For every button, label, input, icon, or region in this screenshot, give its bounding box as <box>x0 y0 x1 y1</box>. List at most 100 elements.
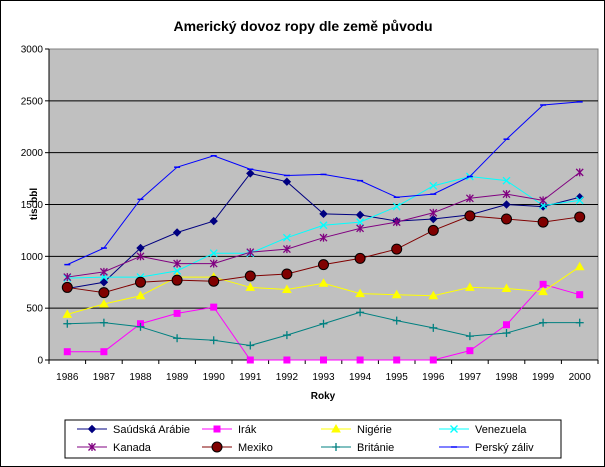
data-point <box>356 218 365 227</box>
data-point <box>282 177 292 186</box>
data-point <box>502 190 511 199</box>
x-tick-label: 1995 <box>386 372 409 383</box>
data-point <box>282 284 292 294</box>
data-point <box>98 287 110 299</box>
data-point <box>62 309 73 318</box>
data-point <box>318 278 329 287</box>
data-point <box>173 309 181 317</box>
x-tick-label: 1996 <box>422 372 445 383</box>
data-point <box>392 218 401 227</box>
legend-item: Irák <box>202 424 257 436</box>
x-tick-label: 1994 <box>349 372 372 383</box>
legend-label: Perský záliv <box>475 442 534 454</box>
data-point <box>136 322 145 331</box>
data-point <box>172 228 182 237</box>
data-point <box>355 288 365 298</box>
data-point <box>502 200 511 209</box>
data-point <box>429 208 438 217</box>
data-point <box>209 249 218 258</box>
data-point <box>136 243 145 253</box>
data-point <box>576 291 584 299</box>
x-axis-label: Roky <box>311 391 336 402</box>
legend-item: Perský záliv <box>439 442 534 454</box>
legend-label: Irák <box>238 424 257 436</box>
data-point <box>574 211 586 223</box>
data-point <box>465 194 474 203</box>
legend-label: Británie <box>357 442 394 454</box>
y-tick-label: 1500 <box>21 200 44 211</box>
data-point <box>538 286 548 296</box>
data-point <box>428 290 439 300</box>
y-tick-label: 500 <box>26 304 43 315</box>
legend-item: Mexiko <box>202 441 273 454</box>
data-point <box>450 425 458 433</box>
data-point <box>100 348 108 356</box>
data-point <box>429 181 438 190</box>
data-point <box>246 248 255 257</box>
data-point <box>429 323 438 332</box>
x-tick-label: 1999 <box>532 372 555 383</box>
y-tick-label: 2500 <box>21 96 44 107</box>
x-tick-label: 1991 <box>239 372 262 383</box>
legend: Saúdská Arábie Irák Nigérie Venezuela Kanada… <box>77 423 534 454</box>
data-point <box>136 252 145 261</box>
data-point <box>575 196 584 205</box>
data-point <box>464 210 476 222</box>
legend-label: Nigérie <box>357 424 392 436</box>
data-point <box>355 210 365 220</box>
data-point <box>135 276 146 288</box>
data-point <box>501 213 512 225</box>
data-point <box>356 308 365 317</box>
y-axis-label: tis. bbl <box>29 188 40 220</box>
data-point <box>465 332 474 341</box>
legend-label: Saúdská Arábie <box>113 424 190 436</box>
legend-box <box>64 419 562 459</box>
legend-item: Venezuela <box>439 424 527 436</box>
series-7 <box>64 101 583 266</box>
y-tick-label: 0 <box>37 356 43 367</box>
legend-item: Nigérie <box>321 423 392 436</box>
data-point <box>356 224 365 233</box>
data-point <box>575 318 584 327</box>
data-point <box>282 331 291 340</box>
data-point <box>213 425 221 433</box>
data-point <box>99 267 108 276</box>
legend-item: Saúdská Arábie <box>77 424 190 436</box>
y-tick-label: 3000 <box>21 45 44 56</box>
data-point <box>320 356 327 364</box>
y-tick-labels: 0 500 1000 1500 2000 2500 3000 <box>21 45 44 367</box>
data-point <box>331 423 341 433</box>
data-point <box>281 268 293 280</box>
data-point <box>392 202 401 211</box>
data-point <box>429 214 438 224</box>
series-5 <box>61 210 586 299</box>
x-tick-label: 1993 <box>312 372 335 383</box>
data-point <box>99 299 109 308</box>
data-point <box>539 318 548 327</box>
data-point <box>63 273 72 282</box>
data-point <box>173 259 182 268</box>
legend-label: Mexiko <box>238 442 273 454</box>
data-point <box>63 348 71 356</box>
data-point <box>245 282 256 291</box>
data-point <box>63 319 72 328</box>
data-point <box>502 329 511 338</box>
data-point <box>466 347 474 355</box>
legend-item: Británie <box>321 442 394 454</box>
data-point <box>209 216 218 226</box>
data-point <box>502 176 511 185</box>
data-point <box>209 259 218 268</box>
legend-item: Kanada <box>77 442 152 454</box>
data-point <box>135 290 146 300</box>
data-point <box>88 443 96 451</box>
data-point <box>318 259 329 271</box>
data-point <box>356 356 364 364</box>
data-point <box>465 282 475 291</box>
x-tick-label: 1986 <box>56 372 79 383</box>
data-point <box>574 261 585 271</box>
x-tick-label: 1992 <box>276 372 299 383</box>
y-tick-label: 2000 <box>21 148 44 159</box>
data-point <box>539 280 547 288</box>
data-point <box>391 289 402 299</box>
